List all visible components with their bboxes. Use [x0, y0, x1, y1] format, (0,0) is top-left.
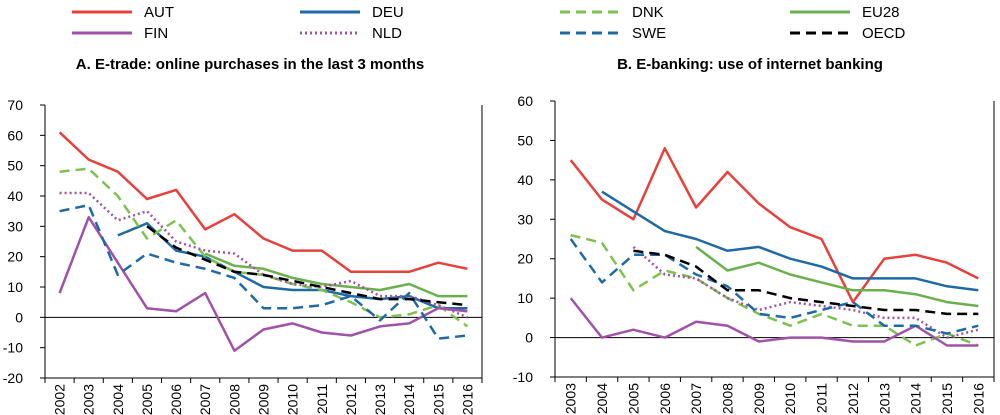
- chart-a-y-tick-label: 50: [7, 158, 23, 174]
- legend-label-dnk: DNK: [632, 3, 664, 21]
- chart-b-series-fin-line: [569, 297, 979, 347]
- chart-b-x-tick-label: 2011: [814, 383, 830, 413]
- legend-label-oecd: OECD: [862, 24, 906, 42]
- chart-a-x-tick-label: 2012: [343, 384, 359, 415]
- chart-b-x-tick-label: 2008: [719, 383, 735, 414]
- chart-b-y-tick-label: -10: [513, 369, 533, 385]
- chart-a-x-tick-label: 2003: [81, 384, 97, 415]
- chart-a-y-tick-label: 0: [15, 309, 23, 325]
- legend-label-deu: DEU: [372, 3, 404, 21]
- chart-a-x-tick-label: 2014: [401, 384, 417, 415]
- chart-a-y-tick-label: 30: [7, 218, 23, 234]
- chart-a-x-tick-label: 2008: [226, 384, 242, 415]
- chart-a-x-tick-label: 2016: [459, 384, 475, 415]
- chart-b-series-eu28-line: [695, 245, 979, 308]
- chart-b-x-tick-label: 2013: [876, 383, 892, 414]
- chart-b-x-tick-label: 2010: [782, 383, 798, 414]
- chart-b-y-tick-label: 10: [517, 290, 533, 306]
- chart-a-x-tick-label: 2010: [285, 384, 301, 415]
- chart-b-y-tick-label: 50: [517, 132, 533, 148]
- legend-swatch-fin: [72, 31, 132, 35]
- legend-label-nld: NLD: [372, 24, 403, 42]
- legend-label-eu28: EU28: [862, 3, 900, 21]
- chart-b-x-tick-label: 2014: [908, 383, 924, 414]
- chart-a-x-tick-label: 2006: [168, 384, 184, 415]
- legend-item-aut: AUT: [72, 2, 174, 22]
- chart-a-series-oecd-line: [146, 225, 468, 307]
- legend-swatch-nld: [300, 31, 360, 35]
- legend-item-swe: SWE: [560, 23, 666, 43]
- chart-b-series-deu-line: [601, 190, 979, 292]
- chart-a-x-tick-label: 2007: [197, 384, 213, 415]
- chart-b-series-oecd-line: [633, 249, 979, 316]
- chart-b-x-tick-label: 2012: [845, 383, 861, 414]
- chart-a-series-aut-line: [58, 131, 468, 274]
- legend-swatch-eu28: [790, 10, 850, 14]
- chart-a-x-tick-label: 2002: [52, 384, 68, 415]
- legend-label-fin: FIN: [144, 24, 169, 42]
- chart-b-y-tick-label: 20: [517, 251, 533, 267]
- legend-item-dnk: DNK: [560, 2, 664, 22]
- chart-b-x-tick-label: 2006: [657, 383, 673, 414]
- legend-item-deu: DEU: [300, 2, 404, 22]
- chart-b-x-tick-label: 2007: [688, 383, 704, 414]
- chart-b-y-tick-label: 30: [517, 211, 533, 227]
- chart-b-series-nld-line: [632, 245, 979, 339]
- chart-a-title: A. E-trade: online purchases in the last…: [75, 56, 425, 73]
- legend-item-oecd: OECD: [790, 23, 905, 43]
- chart-b-y-tick-label: 0: [525, 330, 533, 346]
- chart-a-x-tick-label: 2015: [430, 384, 446, 415]
- chart-b-x-tick-label: 2015: [939, 383, 955, 414]
- chart-b-x-tick-label: 2003: [563, 383, 579, 414]
- chart-b-x-tick-label: 2004: [594, 383, 610, 414]
- chart-a-y-tick-label: -10: [3, 340, 23, 356]
- chart-a-x-tick-label: 2005: [139, 384, 155, 415]
- chart-b-series-aut-line: [569, 147, 979, 304]
- legend-item-fin: FIN: [72, 23, 168, 43]
- chart-b-series-dnk-line: [570, 233, 979, 347]
- chart-b-y-tick-label: 40: [517, 172, 533, 188]
- legend-item-nld: NLD: [300, 23, 402, 43]
- chart-a-y-tick-label: 10: [7, 279, 23, 295]
- legend-swatch-aut: [72, 10, 132, 14]
- legend-label-swe: SWE: [632, 24, 667, 42]
- legend-swatch-dnk: [560, 10, 620, 14]
- chart-a-y-tick-label: 60: [7, 127, 23, 143]
- chart-b-x-tick-label: 2016: [970, 383, 986, 414]
- chart-a-x-tick-label: 2009: [256, 384, 272, 415]
- chart-a-series-eu28-line: [204, 252, 468, 298]
- chart-a-y-tick-label: 20: [7, 249, 23, 265]
- chart-b-x-tick-label: 2009: [751, 383, 767, 414]
- chart-b-y-tick-label: 60: [517, 93, 533, 109]
- legend-swatch-deu: [300, 10, 360, 14]
- chart-b-title: B. E-banking: use of internet banking: [617, 56, 883, 73]
- chart-b-series-swe-line: [569, 238, 979, 335]
- legend-item-eu28: EU28: [790, 2, 900, 22]
- chart-a-series-swe-line: [59, 203, 468, 340]
- chart-a-y-tick-label: 70: [7, 97, 23, 113]
- chart-a-series-fin-line: [58, 215, 468, 352]
- chart-a-y-tick-label: -20: [3, 370, 23, 386]
- chart-a-y-tick-label: 40: [7, 188, 23, 204]
- chart-a-plot: -20 -10 0 10 20 30 40 50 60 70 2002 2003 2004 2005 200…: [3, 97, 483, 415]
- chart-b-x-tick-label: 2005: [625, 383, 641, 414]
- chart-a-series-dnk-line: [59, 167, 469, 328]
- chart-a-x-tick-label: 2011: [314, 384, 330, 414]
- legend-label-aut: AUT: [144, 3, 174, 21]
- chart-legend: AUT DEU DNK EU28 FIN NLD SWE OECD: [0, 0, 1000, 50]
- chart-a-x-tick-label: 2013: [372, 384, 388, 415]
- legend-swatch-swe: [560, 31, 620, 35]
- legend-swatch-oecd: [790, 31, 850, 35]
- chart-a-x-tick-label: 2004: [110, 384, 126, 415]
- chart-a-series-deu-line: [117, 222, 468, 310]
- chart-b-plot: -10 0 10 20 30 40 50 60 2003 2004 2005 2006 2007 2008…: [513, 93, 995, 414]
